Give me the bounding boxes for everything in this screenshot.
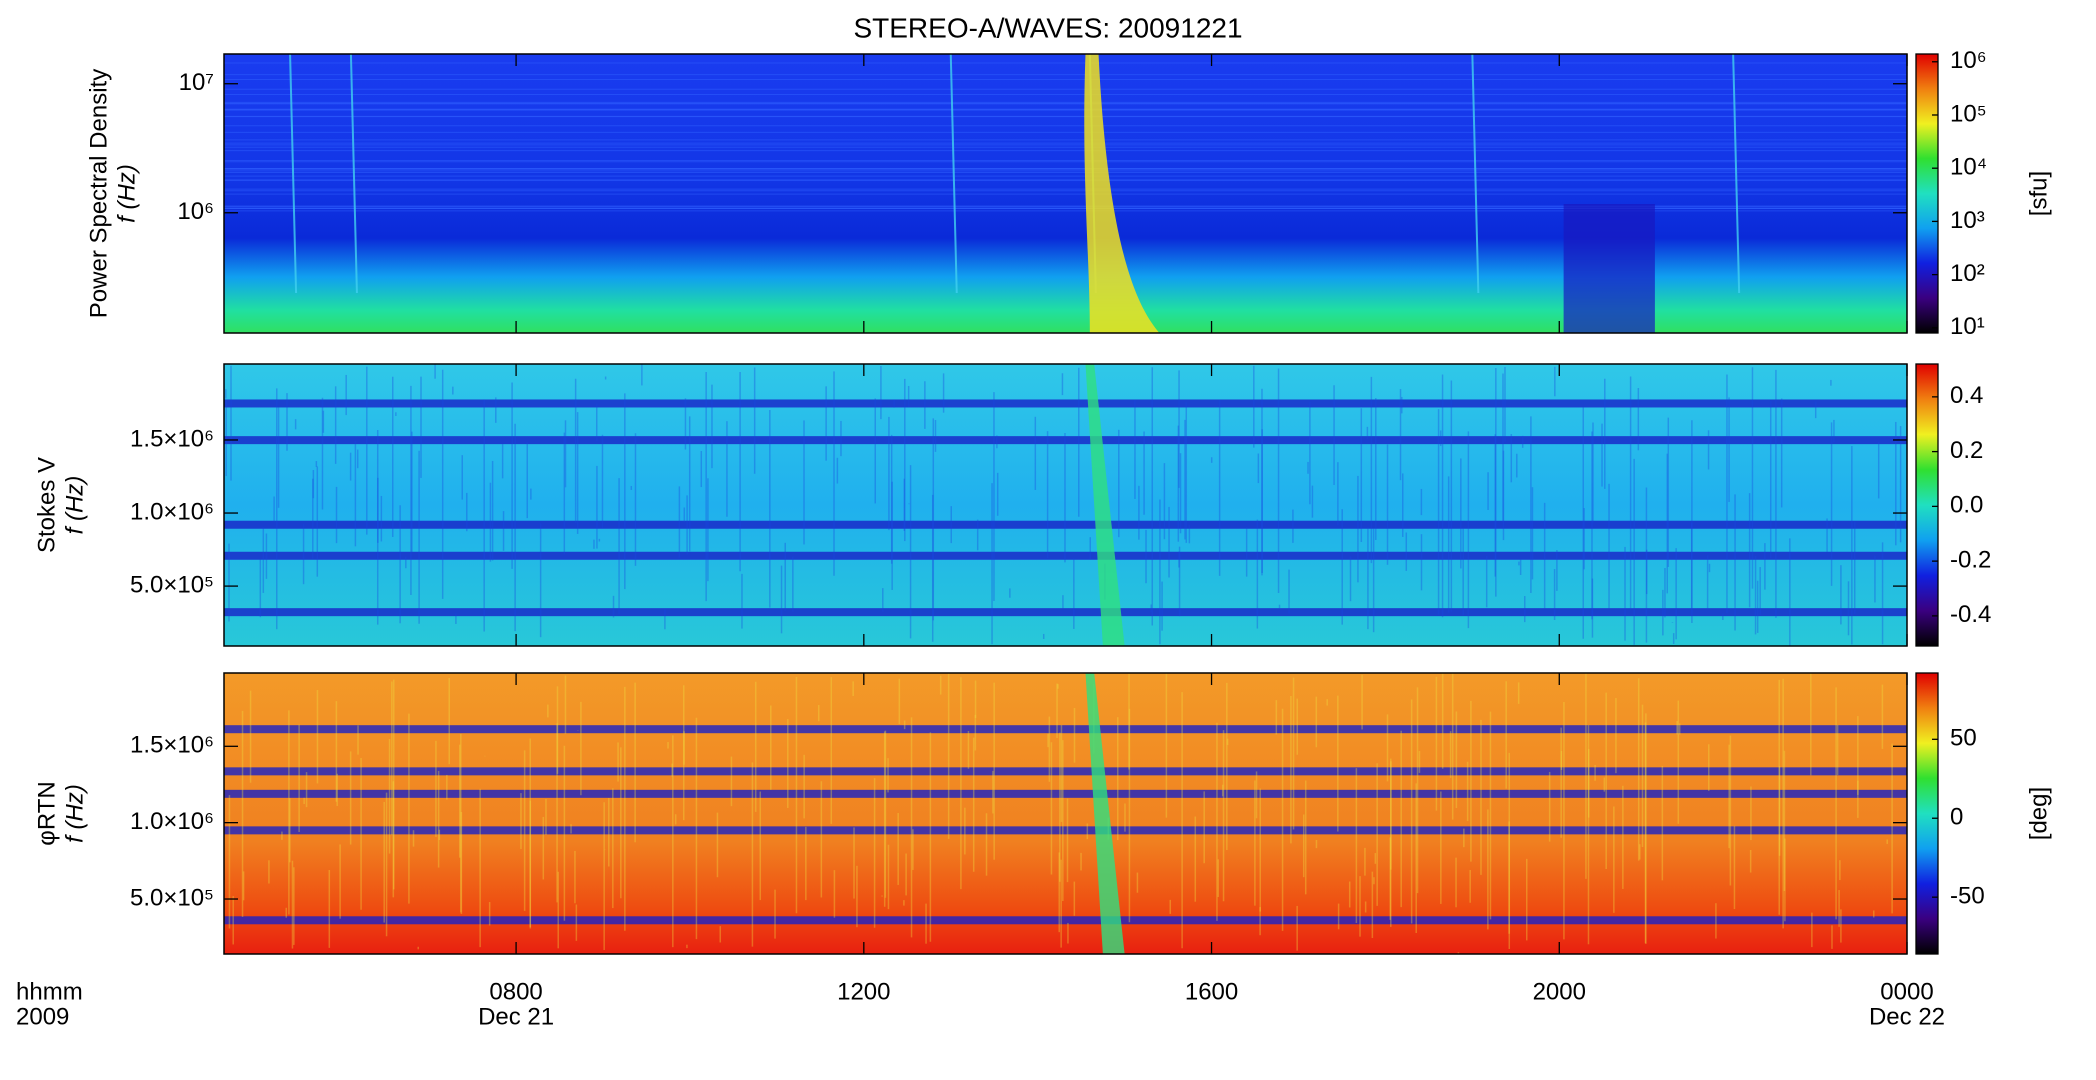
band — [224, 789, 1907, 798]
burst — [1085, 364, 1125, 646]
y-tick-label: 5.0×10⁵ — [130, 884, 214, 911]
colorbar-tick-label: 10⁶ — [1950, 47, 1987, 74]
colorbar-tick-label: 10⁴ — [1950, 154, 1987, 181]
burst — [349, 53, 358, 294]
y-axis-label: Stokes V — [33, 457, 60, 553]
colorbar-tick-label: 10⁵ — [1950, 100, 1987, 127]
x-date-label: Dec 22 — [1869, 1003, 1945, 1030]
colorbar-tick-label: -0.4 — [1950, 601, 1991, 628]
band — [224, 608, 1907, 617]
y-tick-label: 1.5×10⁶ — [130, 732, 214, 759]
colorbar-tick-label: 10³ — [1950, 207, 1985, 234]
x-axis-label: hhmm — [16, 978, 83, 1005]
burst — [1471, 53, 1480, 294]
y-tick-label: 10⁶ — [177, 198, 214, 225]
burst — [1085, 673, 1125, 954]
patch — [1563, 204, 1655, 333]
band — [224, 826, 1907, 835]
band — [224, 520, 1907, 529]
y-tick-label: 1.5×10⁶ — [130, 425, 214, 452]
colorbar-tick-label: 10² — [1950, 260, 1985, 287]
band — [224, 551, 1907, 560]
band — [224, 916, 1907, 925]
x-tick-label: 0800 — [489, 978, 542, 1005]
band — [224, 436, 1907, 445]
frame — [223, 672, 1908, 955]
chart-title: STEREO-A/WAVES: 20091221 — [853, 12, 1242, 43]
y-tick-label: 10⁷ — [179, 69, 214, 96]
colorbar-tick-label: 0.2 — [1950, 437, 1983, 464]
x-tick-label: 1600 — [1185, 978, 1238, 1005]
band — [224, 767, 1907, 776]
y-tick-label: 1.0×10⁶ — [130, 498, 214, 525]
burst — [289, 53, 298, 294]
band — [224, 725, 1907, 734]
texture — [224, 53, 1907, 333]
colorbar-tick-label: 0.4 — [1950, 382, 1983, 409]
frame — [223, 363, 1908, 647]
x-date-label: Dec 21 — [478, 1003, 554, 1030]
colorbar — [1915, 53, 1939, 334]
y-tick-label: 1.0×10⁶ — [130, 808, 214, 835]
colorbar-tick-label: 0 — [1950, 804, 1963, 831]
y-axis-label: φRTN — [33, 781, 60, 845]
burst — [1732, 53, 1741, 294]
colorbar-tick-label: -50 — [1950, 883, 1985, 910]
spectrogram — [224, 673, 1907, 954]
colorbar-label: [sfu] — [2025, 171, 2052, 216]
x-tick-label: 1200 — [837, 978, 890, 1005]
band — [224, 399, 1907, 408]
colorbar-tick-label: -0.2 — [1950, 546, 1991, 573]
colorbar-tick-label: 50 — [1950, 725, 1977, 752]
spectrogram — [224, 364, 1907, 646]
y-axis-label: Power Spectral Density — [85, 69, 112, 318]
x-tick-label: 0000 — [1880, 978, 1933, 1005]
burst — [949, 53, 958, 294]
colorbar-tick-label: 0.0 — [1950, 492, 1983, 519]
y-axis-label: f (Hz) — [61, 476, 88, 535]
colorbar — [1915, 672, 1939, 955]
texture — [224, 364, 1907, 646]
x-tick-label: 2000 — [1533, 978, 1586, 1005]
y-axis-label: f (Hz) — [61, 784, 88, 843]
colorbar-tick-label: 10¹ — [1950, 313, 1985, 340]
y-tick-label: 5.0×10⁵ — [130, 571, 214, 598]
x-axis-label: 2009 — [16, 1003, 69, 1030]
frame — [223, 53, 1908, 334]
y-axis-label: f (Hz) — [113, 164, 140, 223]
colorbar — [1915, 363, 1939, 647]
texture — [224, 673, 1907, 954]
burst — [1084, 54, 1160, 333]
colorbar-label: [deg] — [2025, 787, 2052, 840]
